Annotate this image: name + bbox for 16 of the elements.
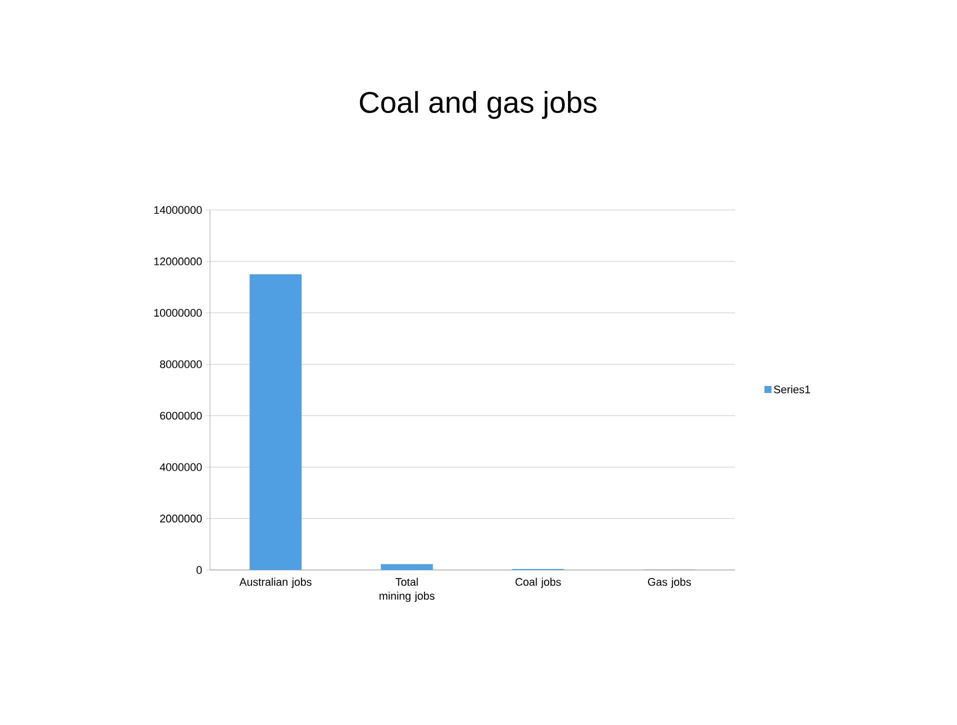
y-tick-label: 4000000: [160, 463, 202, 472]
y-tick-label: 10000000: [154, 308, 202, 317]
y-tick-label: 2000000: [160, 514, 202, 522]
x-tick-label: Australian jobs: [239, 578, 312, 588]
y-tick-label: 0: [196, 566, 202, 574]
chart-title: Coal and gas jobs: [360, 91, 596, 119]
y-tick-label: 6000000: [160, 412, 202, 420]
x-tick-label: Gas jobs: [648, 578, 691, 588]
y-tick-label: 14000000: [154, 206, 202, 214]
x-tick-label: Total mining jobs: [380, 578, 434, 602]
y-tick-label: 8000000: [160, 360, 202, 368]
bar: [380, 564, 433, 570]
y-tick-label: 12000000: [154, 258, 202, 266]
legend-label: Series1: [774, 385, 810, 394]
bar: [250, 274, 302, 570]
x-tick-label: Coal jobs: [516, 578, 561, 588]
